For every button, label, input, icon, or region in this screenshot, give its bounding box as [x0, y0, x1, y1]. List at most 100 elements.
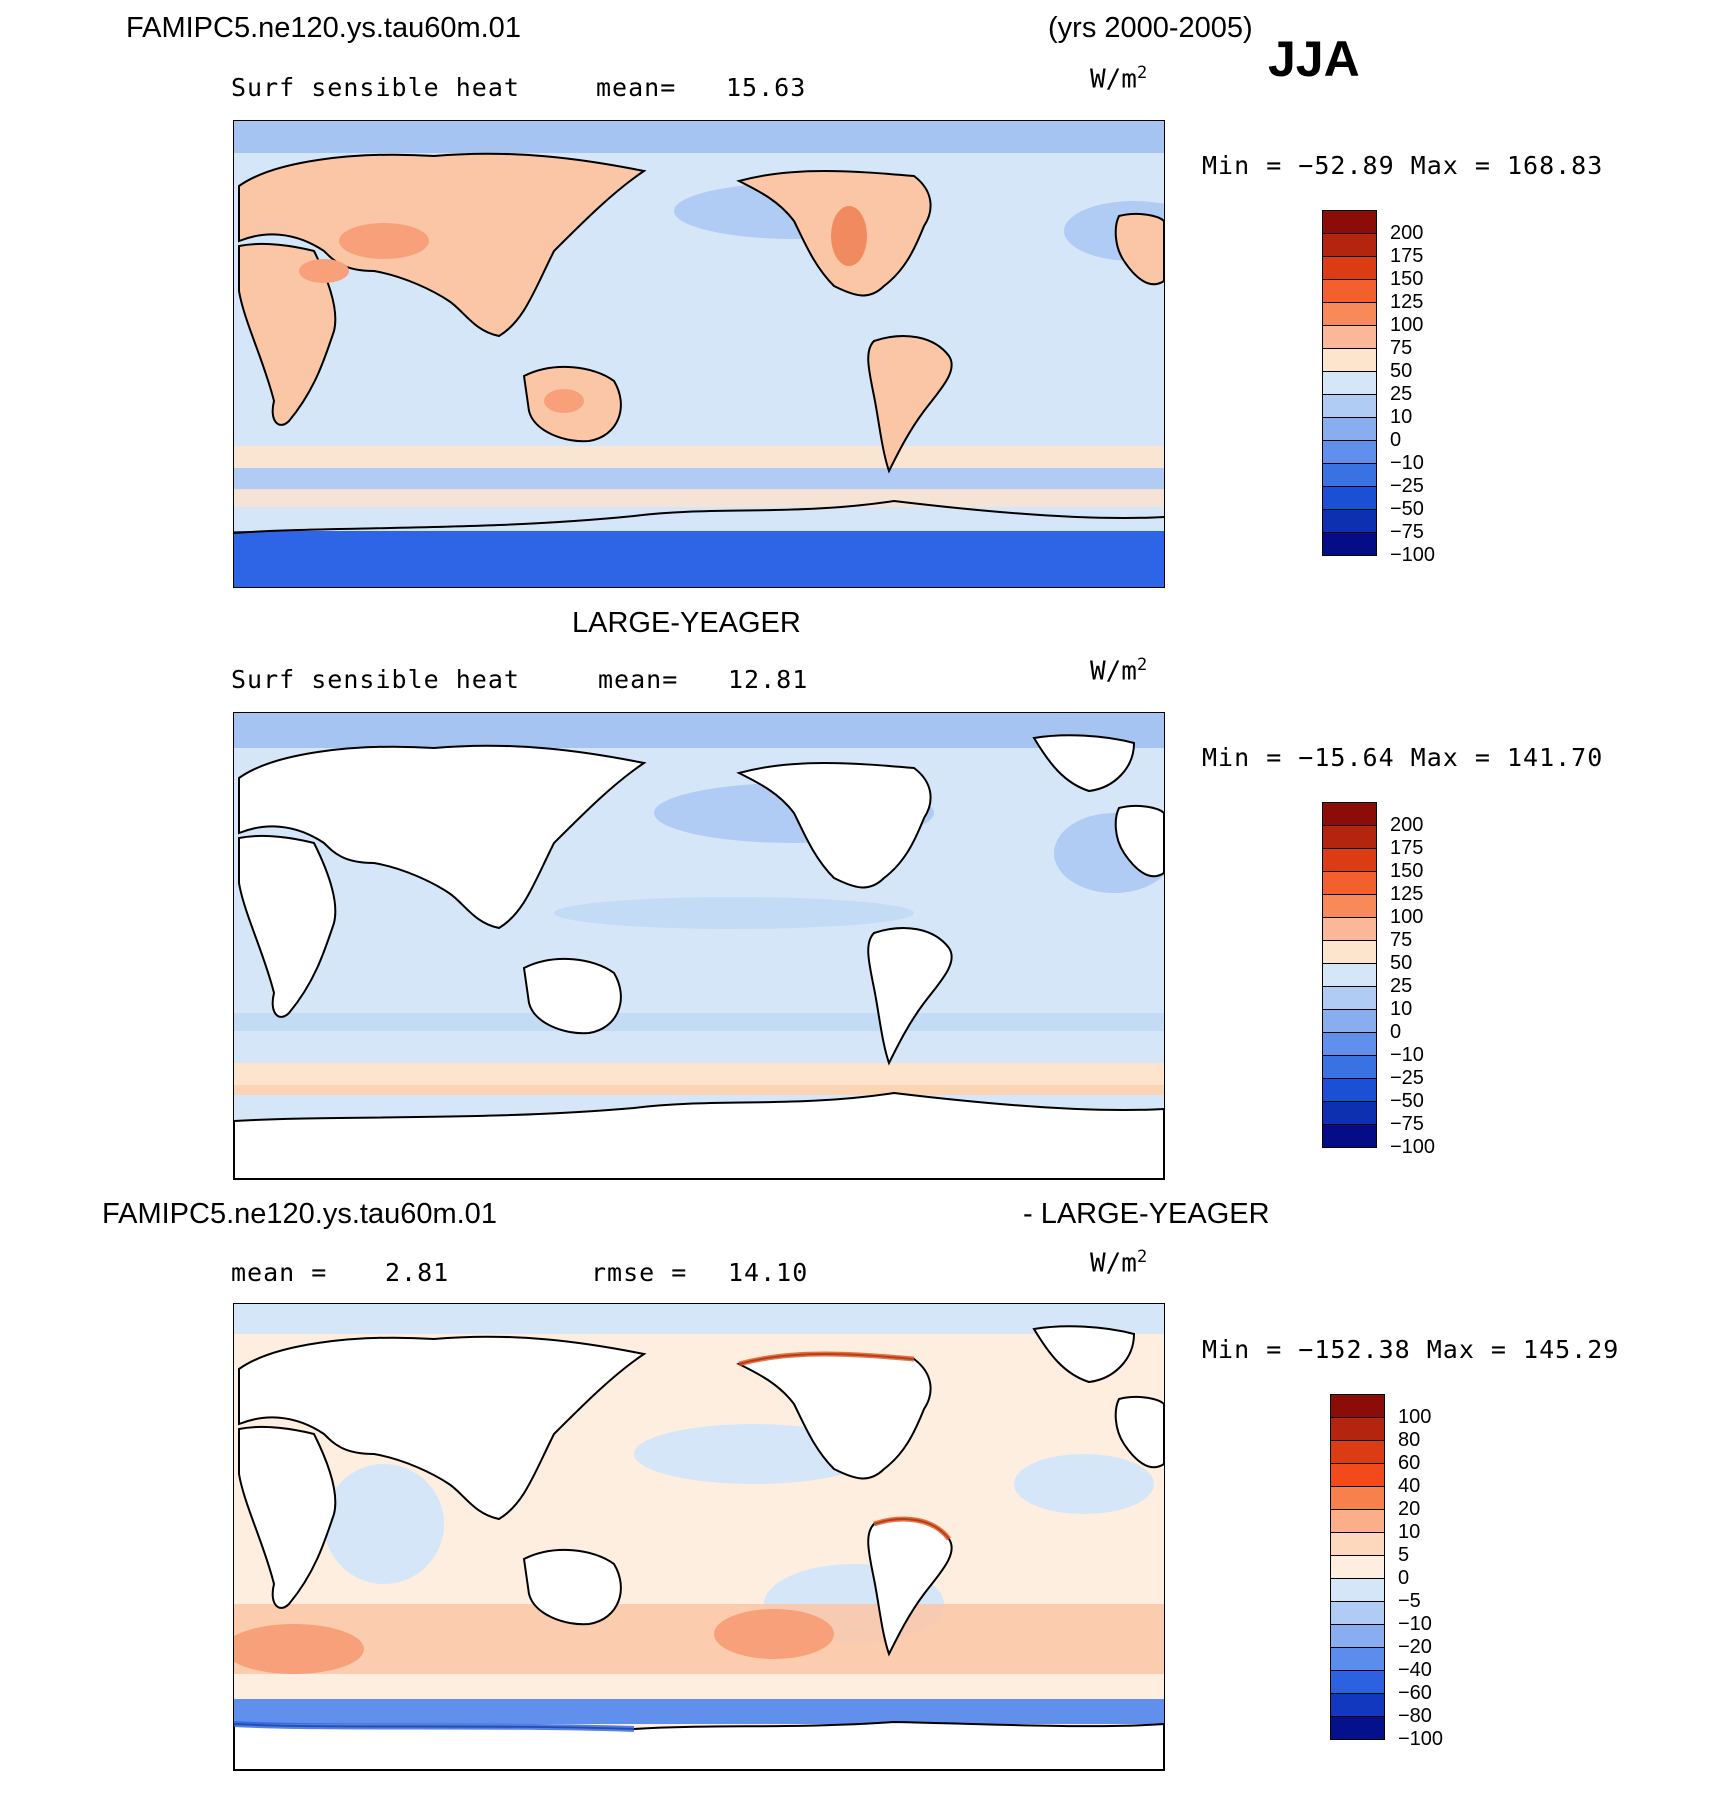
colorbar-tick-label: −5	[1398, 1590, 1421, 1612]
colorbar-swatch	[1322, 1101, 1377, 1125]
colorbar-tick-label: 25	[1390, 383, 1413, 405]
colorbar-swatch	[1322, 348, 1377, 372]
panel2-variable: Surf sensible heat	[231, 665, 520, 694]
season-label: JJA	[1268, 31, 1360, 87]
colorbar-tick-label: 0	[1390, 1021, 1402, 1043]
colorbar-swatch	[1330, 1601, 1385, 1625]
panel1-minmax: Min = −52.89 Max = 168.83	[1202, 151, 1604, 180]
panel3-rmse-value: 14.10	[728, 1258, 809, 1287]
panel2-colorbar: 200 175 150 125 100 75 50 25 10 0 −10 −25 −50 −75 −100	[1322, 802, 1462, 1172]
colorbar-swatch	[1330, 1440, 1385, 1464]
case-title: FAMIPC5.ne120.ys.tau60m.01	[126, 12, 521, 44]
panel1-mean-label: mean=	[596, 73, 677, 102]
colorbar-swatch	[1330, 1463, 1385, 1487]
colorbar-tick-label: −20	[1398, 1636, 1432, 1658]
colorbar-tick-label: −75	[1390, 521, 1424, 543]
colorbar-swatch	[1322, 532, 1377, 556]
panel1-mean-value: 15.63	[726, 73, 807, 102]
panel2-units: W/m2	[1090, 655, 1148, 687]
colorbar-tick-label: −75	[1390, 1113, 1424, 1135]
colorbar-swatch	[1330, 1394, 1385, 1418]
colorbar-tick-label: 100	[1398, 1406, 1432, 1428]
colorbar-swatch	[1330, 1486, 1385, 1510]
colorbar-tick-label: −10	[1390, 452, 1424, 474]
colorbar-swatch	[1330, 1716, 1385, 1740]
colorbar-swatch	[1322, 802, 1377, 826]
panel3-title-right: - LARGE-YEAGER	[1023, 1198, 1270, 1230]
colorbar-tick-label: 50	[1390, 360, 1413, 382]
colorbar-swatch	[1322, 256, 1377, 280]
colorbar-tick-label: 0	[1390, 429, 1402, 451]
colorbar-swatch	[1322, 848, 1377, 872]
colorbar-swatch	[1330, 1555, 1385, 1579]
colorbar-tick-label: −50	[1390, 498, 1424, 520]
colorbar-swatch	[1322, 440, 1377, 464]
colorbar-swatch	[1322, 486, 1377, 510]
panel3-title-left: FAMIPC5.ne120.ys.tau60m.01	[102, 1198, 497, 1230]
colorbar-tick-label: 125	[1390, 883, 1424, 905]
colorbar-tick-label: 20	[1398, 1498, 1421, 1520]
colorbar-tick-label: 175	[1390, 245, 1424, 267]
colorbar-tick-label: 150	[1390, 268, 1424, 290]
colorbar-tick-label: −100	[1390, 1136, 1436, 1158]
colorbar-tick-label: −60	[1398, 1682, 1432, 1704]
colorbar-swatch	[1322, 917, 1377, 941]
colorbar-swatch	[1322, 940, 1377, 964]
panel3-mean-label: mean =	[231, 1258, 328, 1287]
colorbar-swatch	[1330, 1670, 1385, 1694]
panel3-colorbar: 100 80 60 40 20 10 5 0 −5 −10 −20 −40 −60 −80 −100	[1330, 1394, 1470, 1764]
colorbar-tick-label: −25	[1390, 475, 1424, 497]
colorbar-tick-label: 60	[1398, 1452, 1421, 1474]
colorbar-swatch	[1322, 509, 1377, 533]
colorbar-tick-label: 75	[1390, 337, 1413, 359]
colorbar-tick-label: −25	[1390, 1067, 1424, 1089]
colorbar-tick-label: 175	[1390, 837, 1424, 859]
colorbar-tick-label: 40	[1398, 1475, 1421, 1497]
colorbar-swatch	[1330, 1647, 1385, 1671]
panel3-rmse-label: rmse =	[591, 1258, 688, 1287]
panel3-mean-value: 2.81	[385, 1258, 450, 1287]
panel1-colorbar: 200 175 150 125 100 75 50 25 10 0 −10 −25 −50 −75 −100	[1322, 210, 1462, 580]
colorbar-swatch	[1322, 210, 1377, 234]
colorbar-tick-label: 10	[1398, 1521, 1421, 1543]
colorbar-swatch	[1330, 1693, 1385, 1717]
colorbar-swatch	[1322, 1124, 1377, 1148]
colorbar-swatch	[1322, 394, 1377, 418]
colorbar-swatch	[1322, 986, 1377, 1010]
colorbar-swatch	[1322, 825, 1377, 849]
colorbar-swatch	[1330, 1532, 1385, 1556]
panel3-land	[234, 1325, 1164, 1770]
colorbar-tick-label: 200	[1390, 222, 1424, 244]
colorbar-swatch	[1322, 325, 1377, 349]
colorbar-swatch	[1322, 371, 1377, 395]
colorbar-tick-label: −10	[1398, 1613, 1432, 1635]
colorbar-tick-label: −40	[1398, 1659, 1432, 1681]
years-label: (yrs 2000-2005)	[1048, 12, 1253, 44]
panel3-units: W/m2	[1090, 1247, 1148, 1279]
colorbar-swatch	[1330, 1417, 1385, 1441]
colorbar-tick-label: 10	[1390, 406, 1413, 428]
colorbar-swatch	[1330, 1624, 1385, 1648]
colorbar-tick-label: 100	[1390, 906, 1424, 928]
colorbar-tick-label: −100	[1398, 1728, 1444, 1750]
colorbar-tick-label: 200	[1390, 814, 1424, 836]
colorbar-tick-label: −50	[1390, 1090, 1424, 1112]
colorbar-swatch	[1322, 894, 1377, 918]
colorbar-tick-label: 50	[1390, 952, 1413, 974]
panel1-units: W/m2	[1090, 63, 1148, 95]
colorbar-tick-label: 25	[1390, 975, 1413, 997]
colorbar-swatch	[1322, 463, 1377, 487]
colorbar-tick-label: 75	[1390, 929, 1413, 951]
colorbar-swatch	[1330, 1578, 1385, 1602]
panel2-map	[233, 712, 1165, 1180]
colorbar-swatch	[1322, 233, 1377, 257]
panel3-map	[233, 1303, 1165, 1771]
colorbar-swatch	[1322, 1078, 1377, 1102]
colorbar-tick-label: 100	[1390, 314, 1424, 336]
colorbar-tick-label: 150	[1390, 860, 1424, 882]
colorbar-swatch	[1322, 302, 1377, 326]
panel1-map	[233, 120, 1165, 588]
panel2-mean-label: mean=	[598, 665, 679, 694]
panel3-minmax: Min = −152.38 Max = 145.29	[1202, 1335, 1620, 1364]
colorbar-swatch	[1322, 417, 1377, 441]
